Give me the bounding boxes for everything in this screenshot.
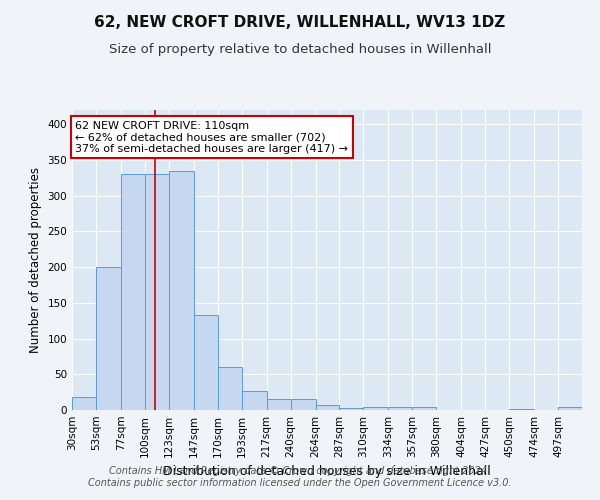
Bar bbox=[169, 170, 194, 410]
X-axis label: Distribution of detached houses by size in Willenhall: Distribution of detached houses by size … bbox=[163, 466, 491, 478]
Text: Contains HM Land Registry data © Crown copyright and database right 2024.
Contai: Contains HM Land Registry data © Crown c… bbox=[88, 466, 512, 487]
Bar bbox=[242, 390, 266, 410]
Bar bbox=[218, 367, 242, 410]
Text: 62 NEW CROFT DRIVE: 110sqm
← 62% of detached houses are smaller (702)
37% of sem: 62 NEW CROFT DRIVE: 110sqm ← 62% of deta… bbox=[75, 120, 348, 154]
Bar bbox=[316, 405, 340, 410]
Bar bbox=[340, 408, 364, 410]
Bar bbox=[194, 315, 218, 410]
Text: Size of property relative to detached houses in Willenhall: Size of property relative to detached ho… bbox=[109, 42, 491, 56]
Y-axis label: Number of detached properties: Number of detached properties bbox=[29, 167, 42, 353]
Bar bbox=[364, 407, 388, 410]
Bar bbox=[96, 267, 121, 410]
Bar bbox=[509, 408, 534, 410]
Bar bbox=[266, 398, 290, 410]
Bar bbox=[290, 400, 316, 410]
Bar bbox=[72, 397, 96, 410]
Bar bbox=[412, 407, 436, 410]
Bar bbox=[121, 174, 145, 410]
Bar bbox=[558, 407, 582, 410]
Text: 62, NEW CROFT DRIVE, WILLENHALL, WV13 1DZ: 62, NEW CROFT DRIVE, WILLENHALL, WV13 1D… bbox=[94, 15, 506, 30]
Bar bbox=[388, 407, 412, 410]
Bar bbox=[145, 174, 169, 410]
